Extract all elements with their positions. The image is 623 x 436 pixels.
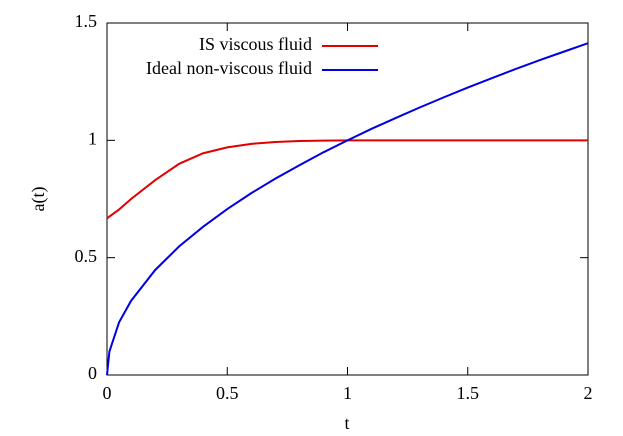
series-line xyxy=(106,139,588,220)
x-tick-label: 0.5 xyxy=(216,383,239,403)
y-axis-label: a(t) xyxy=(28,187,49,212)
x-tick-label: 1.5 xyxy=(457,383,480,403)
y-tick-label: 1.5 xyxy=(75,11,98,31)
legend-label: Ideal non-viscous fluid xyxy=(146,58,312,78)
x-tick-label: 2 xyxy=(584,383,593,403)
legend-label: IS viscous fluid xyxy=(199,34,312,54)
y-tick-label: 0.5 xyxy=(75,246,98,266)
y-tick-label: 0 xyxy=(88,363,97,383)
series-line xyxy=(106,42,589,376)
x-tick-label: 1 xyxy=(343,383,352,403)
x-axis-label: t xyxy=(344,413,349,433)
x-tick-label: 0 xyxy=(103,383,112,403)
y-tick-label: 1 xyxy=(88,128,97,148)
